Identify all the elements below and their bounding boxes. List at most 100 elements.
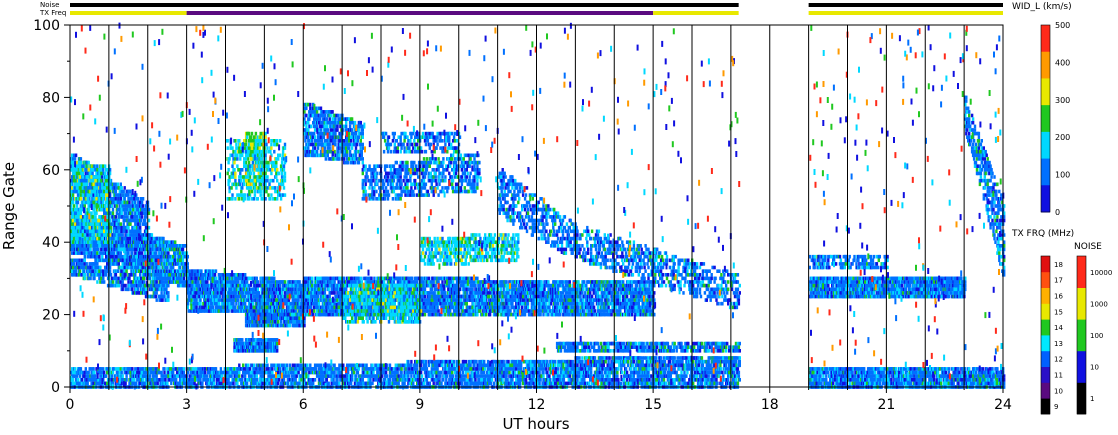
data-cell (251, 132, 253, 136)
data-cell (219, 295, 221, 299)
data-cell (84, 273, 86, 277)
data-cell (240, 190, 242, 194)
data-cell (235, 302, 237, 306)
data-cell (323, 135, 325, 139)
data-cell (98, 233, 100, 237)
data-cell (149, 269, 151, 273)
data-cell (124, 197, 126, 201)
data-cell (104, 172, 106, 176)
data-cell (349, 150, 351, 154)
data-cell (310, 125, 312, 129)
data-cell (218, 302, 220, 306)
data-cell (227, 172, 229, 176)
data-cell (289, 324, 291, 328)
data-cell (279, 154, 281, 158)
data-cell (250, 186, 252, 190)
data-cell (244, 295, 246, 299)
data-cell (92, 240, 94, 244)
data-cell (199, 302, 201, 306)
data-cell (80, 211, 82, 215)
data-cell (91, 168, 93, 172)
data-cell (231, 197, 233, 201)
data-cell (139, 273, 141, 277)
data-cell (72, 201, 74, 205)
data-cell (276, 139, 278, 143)
data-cell (246, 135, 248, 139)
data-cell (129, 222, 131, 226)
data-cell (91, 172, 93, 176)
data-cell (252, 302, 254, 306)
data-cell (214, 273, 216, 277)
data-cell (233, 161, 235, 165)
data-cell (235, 143, 237, 147)
data-cell (334, 117, 336, 121)
data-cell (313, 132, 315, 136)
data-cell (118, 284, 120, 288)
txfreq-bar-segment (70, 11, 187, 15)
data-cell (254, 186, 256, 190)
data-cell (231, 193, 233, 197)
data-cell (277, 157, 279, 161)
data-cell (234, 150, 236, 154)
data-cell (79, 164, 81, 168)
txfreq-bar-label: TX Freq (39, 9, 66, 17)
data-cell (76, 204, 78, 208)
data-cell (101, 186, 103, 190)
data-cell (311, 139, 313, 143)
data-cell (96, 262, 98, 266)
data-cell (124, 186, 126, 190)
data-cell (241, 154, 243, 158)
data-cell (94, 215, 96, 219)
data-cell (255, 146, 257, 150)
data-cell (145, 288, 147, 292)
data-cell (275, 164, 277, 168)
data-cell (278, 172, 280, 176)
data-cell (179, 266, 181, 270)
data-cell (336, 128, 338, 132)
data-cell (115, 215, 117, 219)
data-cell (249, 168, 251, 172)
data-cell (253, 197, 255, 201)
data-cell (231, 154, 233, 158)
data-cell (228, 157, 230, 161)
data-cell (164, 280, 166, 284)
data-cell (92, 204, 94, 208)
data-cell (360, 139, 362, 143)
data-cell (265, 143, 267, 147)
data-cell (253, 172, 255, 176)
data-cell (92, 230, 94, 234)
noise-bar-segment (809, 3, 1003, 7)
data-cell (100, 219, 102, 223)
data-cell (127, 288, 129, 292)
data-cell (84, 277, 86, 281)
data-cell (195, 298, 197, 302)
data-cell (86, 230, 88, 234)
data-cell (260, 190, 262, 194)
data-cell (267, 161, 269, 165)
data-cell (228, 190, 230, 194)
data-cell (143, 277, 145, 281)
data-cell (74, 222, 76, 226)
data-cell (277, 320, 279, 324)
data-cell (144, 251, 146, 255)
data-cell (314, 146, 316, 150)
data-cell (128, 277, 130, 281)
data-cell (73, 262, 75, 266)
data-cell (307, 146, 309, 150)
data-cell (122, 288, 124, 292)
data-cell (280, 197, 282, 201)
data-cell (234, 175, 236, 179)
data-cell (361, 150, 363, 154)
data-cell (84, 233, 86, 237)
data-cell (78, 172, 80, 176)
data-cell (354, 121, 356, 125)
data-cell (316, 150, 318, 154)
data-cell (80, 161, 82, 165)
data-cell (248, 284, 250, 288)
data-cell (307, 128, 309, 132)
data-cell (237, 280, 239, 284)
data-cell (112, 280, 114, 284)
data-cell (77, 201, 79, 205)
data-cell (74, 179, 76, 183)
data-cell (102, 215, 104, 219)
